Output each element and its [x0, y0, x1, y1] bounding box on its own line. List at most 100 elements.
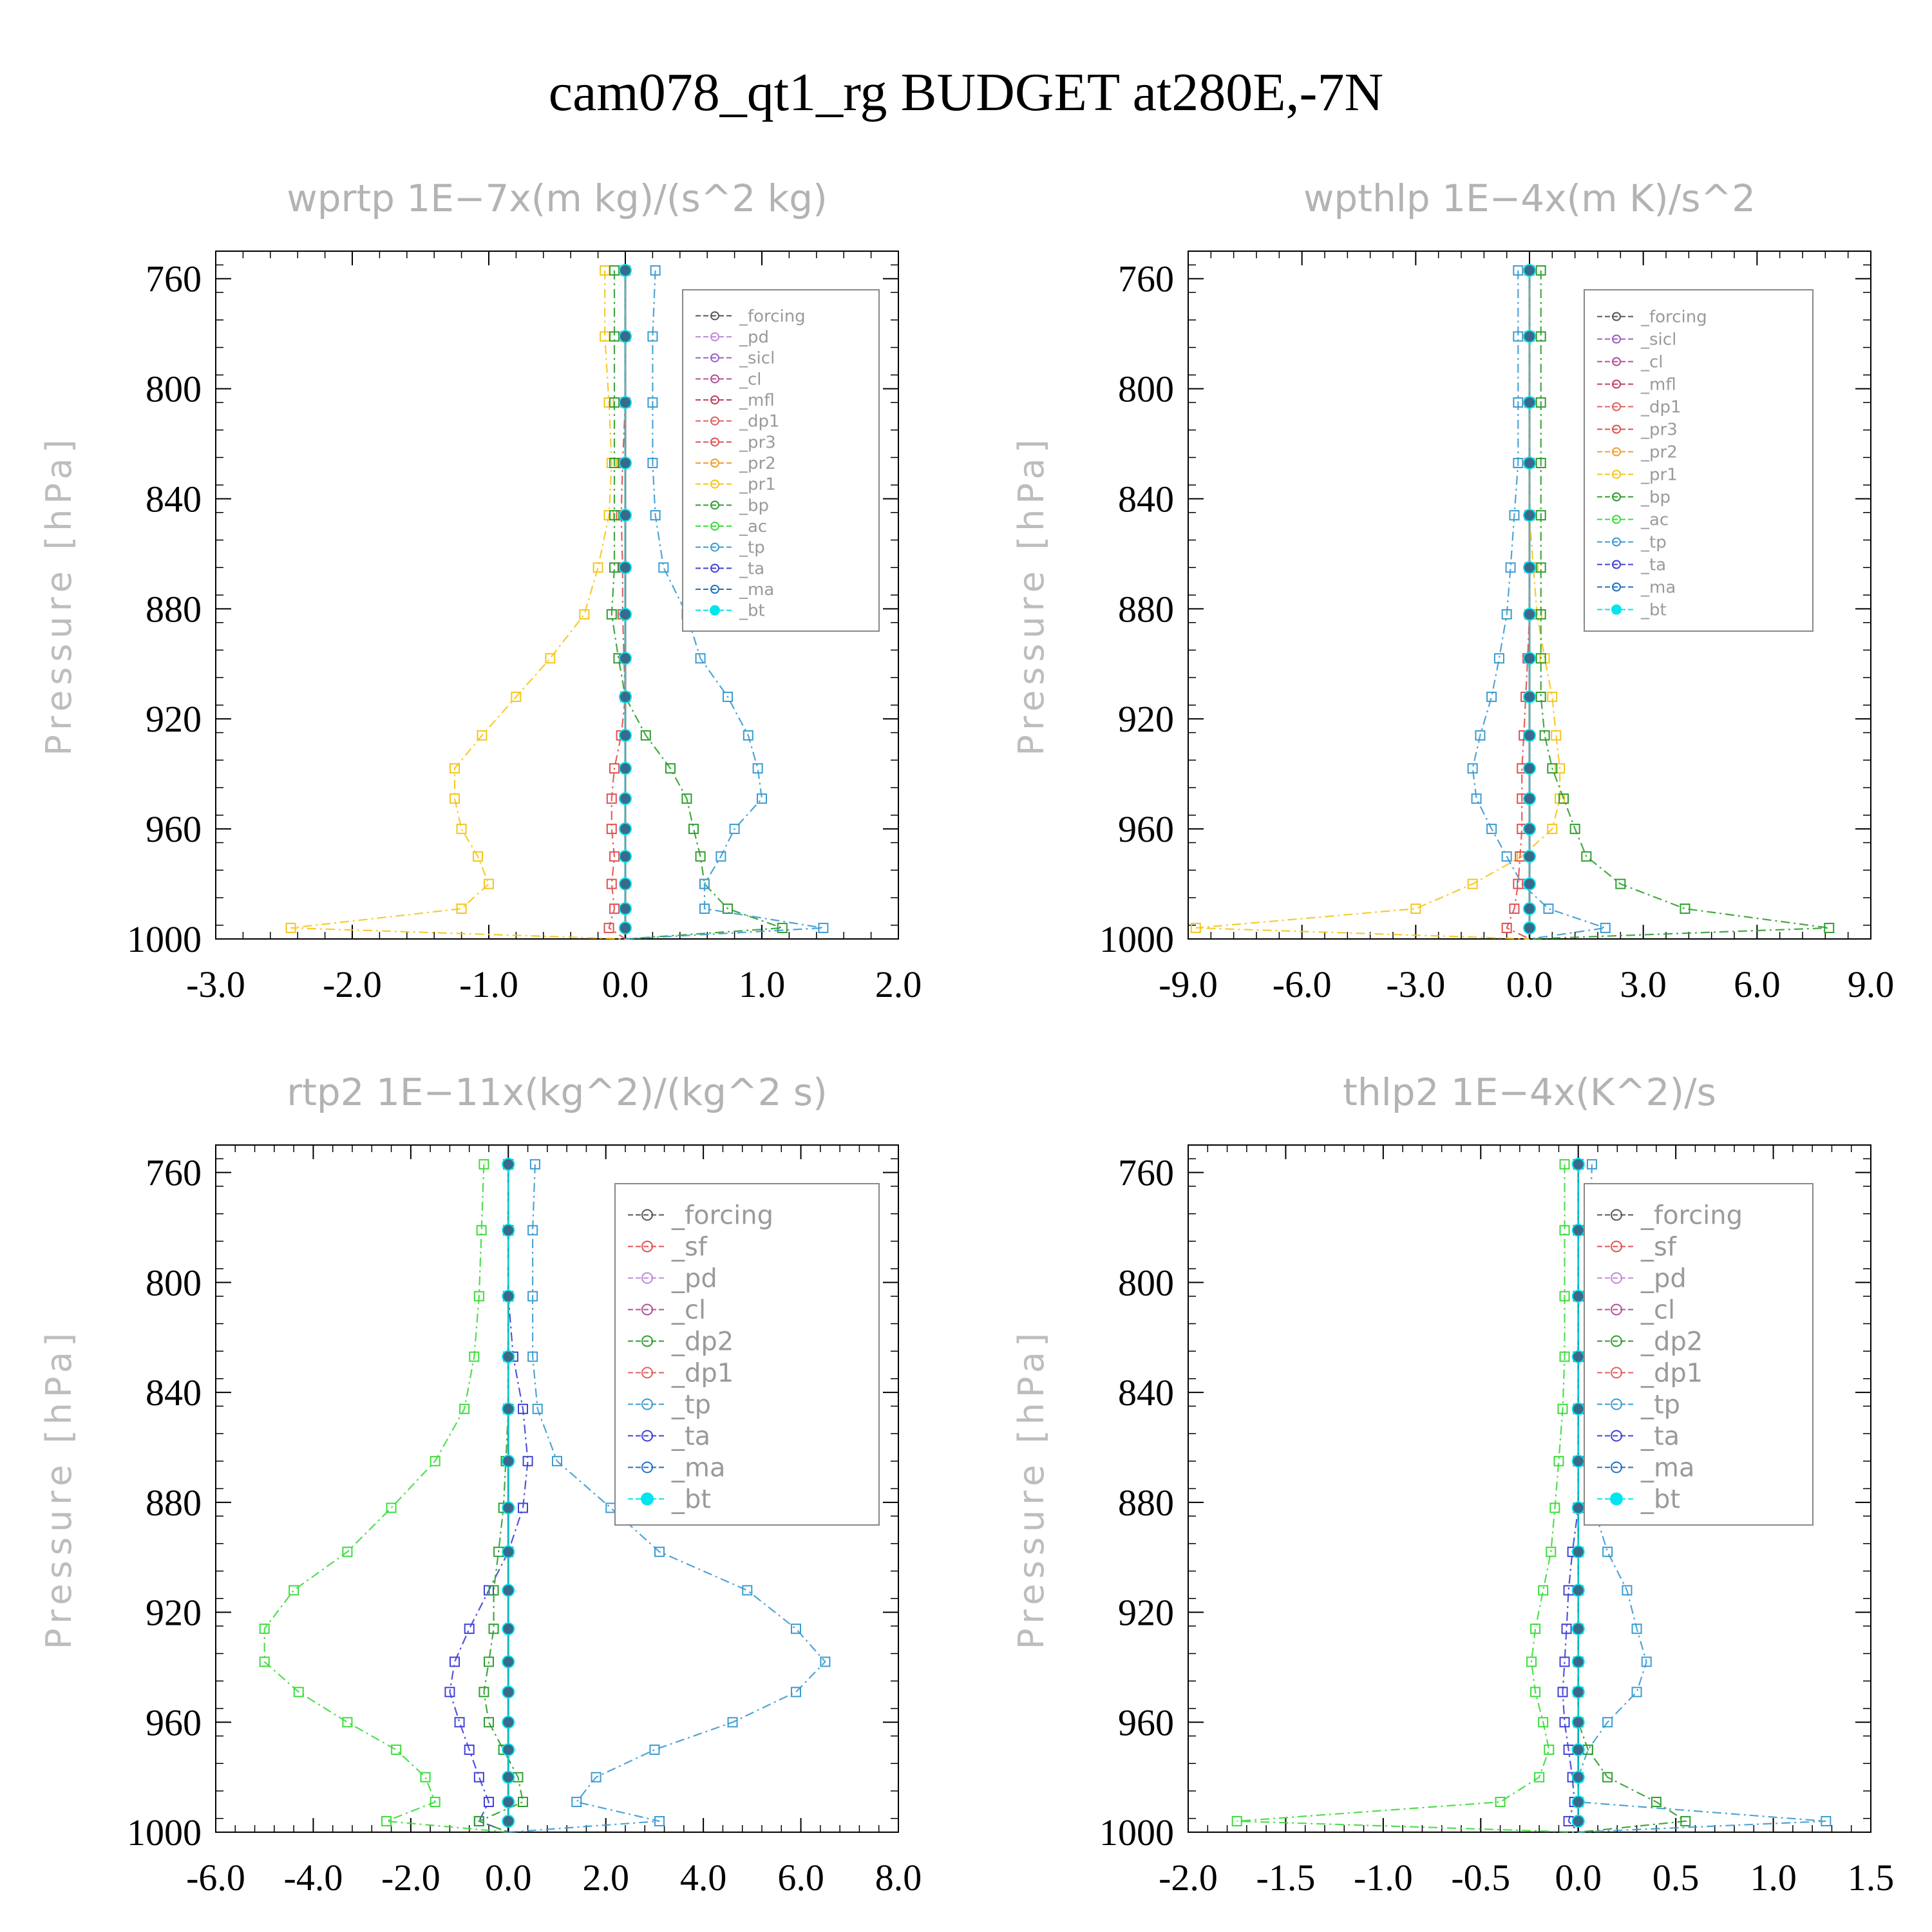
data-point	[1680, 904, 1690, 914]
panel-title: thlp2 1E−4x(K^2)/s	[1343, 1070, 1716, 1114]
series-line	[449, 1164, 529, 1833]
data-point	[502, 1289, 515, 1303]
data-point	[1523, 561, 1536, 574]
data-point	[1493, 653, 1504, 664]
data-point	[502, 1224, 515, 1237]
x-tick-label: 2.0	[582, 1857, 629, 1899]
data-point	[1558, 793, 1569, 804]
data-point	[532, 1403, 543, 1414]
data-point	[552, 1455, 562, 1466]
data-point	[502, 1501, 515, 1515]
data-point	[650, 265, 661, 276]
data-point	[1505, 562, 1516, 573]
data-point	[420, 1772, 431, 1783]
data-point	[1523, 263, 1536, 277]
data-point	[619, 395, 632, 409]
data-point	[1523, 877, 1536, 891]
data-point	[1467, 763, 1478, 774]
y-tick-label: 880	[146, 1482, 202, 1524]
x-tick-label: 2.0	[875, 963, 922, 1005]
data-point	[606, 878, 617, 889]
data-point	[1824, 922, 1835, 933]
legend-marker	[1612, 515, 1621, 524]
series-line	[477, 1164, 524, 1833]
legend-entry: _tp	[739, 538, 765, 558]
data-point	[619, 877, 632, 891]
data-point	[1526, 1656, 1537, 1667]
legend-entry: _ma	[1640, 578, 1676, 598]
y-tick-label: 800	[1118, 368, 1174, 410]
data-point	[430, 1797, 440, 1808]
data-point	[1543, 904, 1554, 914]
x-tick-label: 8.0	[875, 1857, 922, 1899]
data-point	[791, 1624, 801, 1634]
y-tick-label: 760	[1118, 1152, 1174, 1194]
data-point	[1602, 1546, 1613, 1557]
x-tick-label: -6.0	[1273, 963, 1332, 1005]
data-point	[518, 1403, 528, 1414]
data-point	[647, 457, 658, 468]
data-point	[484, 878, 494, 889]
data-point	[619, 561, 632, 574]
data-point	[1467, 878, 1478, 889]
data-point	[1571, 1655, 1585, 1669]
data-point	[1559, 1717, 1570, 1728]
data-point	[1523, 902, 1536, 916]
x-tick-label: 6.0	[1734, 963, 1781, 1005]
legend-marker	[641, 1461, 653, 1473]
legend-marker	[1611, 1398, 1622, 1410]
legend-marker	[710, 332, 719, 341]
legend-entry: _forcing	[739, 307, 806, 326]
data-point	[619, 762, 632, 775]
x-tick-label: -3.0	[1386, 963, 1445, 1005]
x-tick-label: 0.5	[1653, 1857, 1700, 1899]
legend-entry: _ac	[739, 517, 767, 536]
legend-marker	[1612, 402, 1621, 412]
data-point	[545, 653, 556, 664]
y-tick-label: 760	[146, 1152, 202, 1194]
data-point	[502, 1402, 515, 1416]
data-point	[473, 1291, 484, 1302]
legend-marker	[1612, 582, 1621, 592]
data-point	[1513, 457, 1524, 468]
data-point	[579, 609, 590, 620]
legend-entry: _sicl	[1640, 330, 1676, 350]
legend-marker	[710, 395, 719, 404]
data-point	[1539, 730, 1550, 741]
data-point	[591, 1772, 601, 1783]
data-point	[1523, 822, 1536, 836]
legend-box	[614, 1183, 880, 1526]
data-point	[723, 904, 733, 914]
data-point	[386, 1502, 397, 1513]
data-point	[619, 509, 632, 522]
legend-marker	[1611, 1240, 1622, 1253]
data-point	[342, 1717, 353, 1728]
legend-entry: _cl	[1640, 353, 1663, 372]
data-point	[502, 1454, 515, 1468]
data-point	[1571, 1770, 1585, 1784]
x-tick-label: -2.0	[1159, 1857, 1218, 1899]
legend-entry: _pd	[1640, 1264, 1687, 1294]
legend-marker	[641, 1209, 653, 1221]
legend-entry: _cl	[1640, 1296, 1675, 1325]
data-point	[603, 397, 614, 408]
data-point	[1523, 330, 1536, 343]
y-tick-label: 880	[1118, 1482, 1174, 1524]
data-point	[1602, 1772, 1613, 1783]
series-line	[263, 1164, 509, 1833]
legend-marker	[1612, 334, 1621, 344]
data-point	[502, 1157, 515, 1171]
y-tick-label: 960	[146, 1701, 202, 1743]
x-tick-label: 4.0	[680, 1857, 727, 1899]
x-tick-label: -1.0	[1354, 1857, 1413, 1899]
data-point	[1535, 653, 1546, 664]
data-point	[1569, 824, 1580, 835]
legend-entry: _bt	[739, 601, 765, 621]
chart-panel: -9.0 -6.0 -3.0 0.0 3.0 6.0 9.0 760 800 840 880 920 9…	[1011, 176, 1894, 1005]
y-tick-label: 800	[146, 368, 202, 410]
chart-panel: -3.0 -2.0 -1.0 0.0 1.0 2.0 760 800 840 880 920 960 1…	[39, 176, 922, 1005]
data-point	[478, 1687, 489, 1698]
data-point	[606, 609, 617, 620]
data-point	[1513, 265, 1524, 276]
